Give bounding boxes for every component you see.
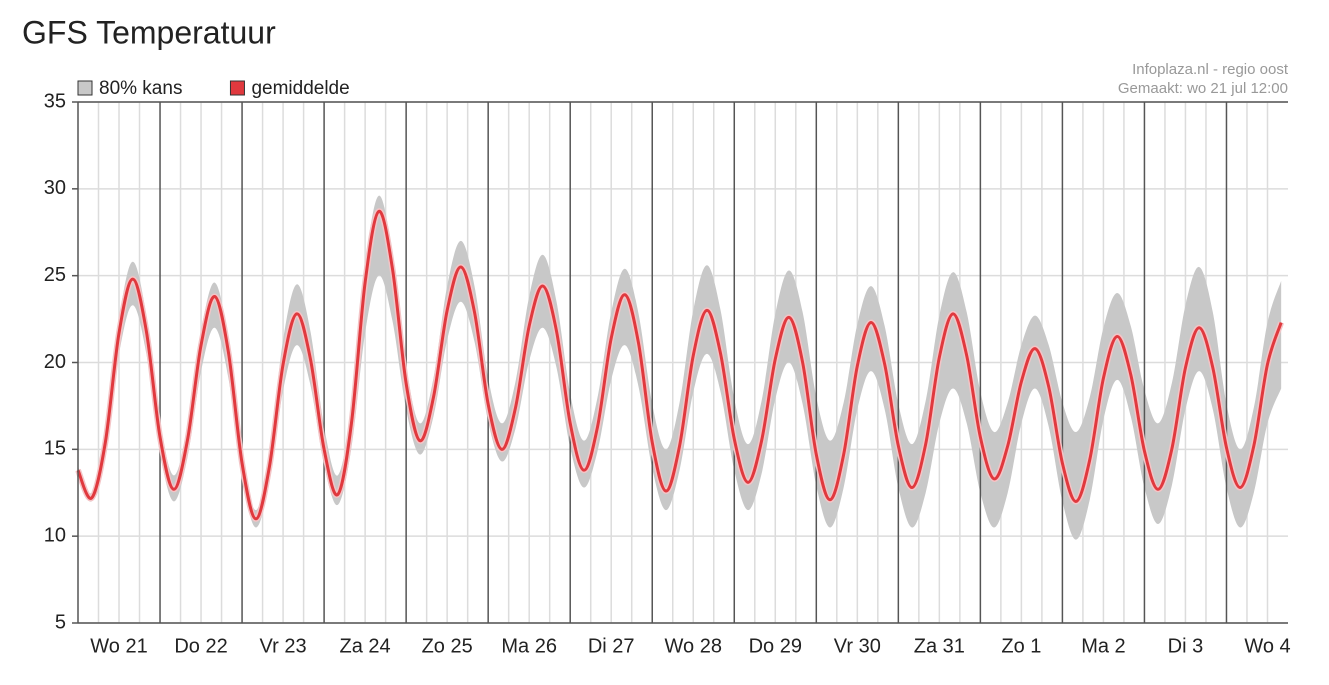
y-tick-label: 15 bbox=[44, 438, 66, 460]
y-tick-label: 35 bbox=[44, 90, 66, 112]
chart-title: GFS Temperatuur bbox=[22, 14, 276, 50]
legend-label: 80% kans bbox=[99, 78, 182, 99]
legend-swatch bbox=[229, 80, 245, 96]
y-tick-label: 20 bbox=[44, 351, 66, 373]
plot-area bbox=[75, 101, 1288, 624]
x-tick-label: Di 3 bbox=[1168, 635, 1204, 657]
y-tick-label: 10 bbox=[44, 524, 66, 546]
x-tick-label: Ma 2 bbox=[1081, 635, 1125, 657]
y-tick-label: 30 bbox=[44, 177, 66, 199]
x-tick-label: Wo 4 bbox=[1244, 635, 1290, 657]
x-tick-label: Wo 28 bbox=[665, 635, 722, 657]
x-tick-label: Do 29 bbox=[749, 635, 802, 657]
legend-label: gemiddelde bbox=[251, 78, 349, 99]
y-tick-label: 25 bbox=[44, 264, 66, 286]
mean-line bbox=[76, 209, 1283, 521]
source-note: Infoplaza.nl - regio oost bbox=[1132, 61, 1289, 78]
x-tick-label: Za 24 bbox=[340, 635, 391, 657]
x-tick-label: Ma 26 bbox=[501, 635, 557, 657]
x-tick-label: Vr 30 bbox=[834, 635, 881, 657]
x-tick-label: Di 27 bbox=[588, 635, 635, 657]
x-tick-label: Zo 1 bbox=[1001, 635, 1041, 657]
band-area bbox=[78, 195, 1282, 540]
x-tick-label: Za 31 bbox=[914, 635, 965, 657]
legend-swatch bbox=[77, 80, 93, 96]
x-tick-label: Zo 25 bbox=[422, 635, 473, 657]
x-tick-label: Wo 21 bbox=[90, 635, 147, 657]
made-note: Gemaakt: wo 21 jul 12:00 bbox=[1118, 80, 1288, 97]
x-tick-label: Do 22 bbox=[174, 635, 227, 657]
x-tick-label: Vr 23 bbox=[260, 635, 307, 657]
y-tick-label: 5 bbox=[55, 611, 66, 633]
